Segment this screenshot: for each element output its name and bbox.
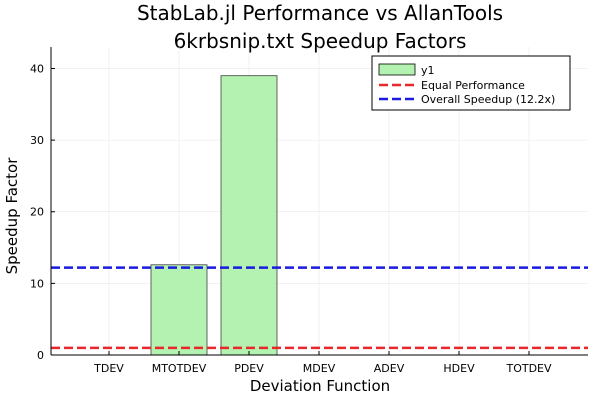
x-tick-label-adev: ADEV (374, 362, 405, 375)
y-tick-label-3: 30 (30, 134, 44, 147)
x-tick-label-tdev: TDEV (93, 362, 124, 375)
x-tick-label-mtotdev: MTOTDEV (152, 362, 207, 375)
legend-label-y1: y1 (421, 64, 435, 77)
y-axis-label: Speedup Factor (3, 157, 21, 275)
legend-label-equal: Equal Performance (421, 79, 525, 92)
x-tick-label-hdev: HDEV (443, 362, 475, 375)
chart-title-line1: StabLab.jl Performance vs AllanTools (137, 1, 503, 25)
chart-title-line2: 6krbsnip.txt Speedup Factors (174, 29, 467, 53)
legend-swatch-y1 (378, 63, 416, 76)
y-tick-label-4: 40 (30, 62, 44, 75)
x-tick-label-totdev: TOTDEV (505, 362, 552, 375)
y-tick-label-0: 0 (37, 349, 44, 362)
x-tick-label-mdev: MDEV (303, 362, 336, 375)
x-tick-label-pdev: PDEV (234, 362, 264, 375)
bar-pdev (220, 75, 278, 356)
y-tick-label-2: 20 (30, 206, 44, 219)
x-axis-label: Deviation Function (250, 377, 390, 395)
legend: y1 Equal Performance Overall Speedup (12… (371, 55, 571, 111)
y-tick-label-1: 10 (30, 277, 44, 290)
plot-area: 0 10 20 30 40 TDEV MTOTDEV PDEV MDEV ADEV HDEV TOTD… (30, 47, 588, 375)
bar-mtotdev (150, 264, 208, 356)
legend-label-overall: Overall Speedup (12.2x) (421, 93, 555, 106)
